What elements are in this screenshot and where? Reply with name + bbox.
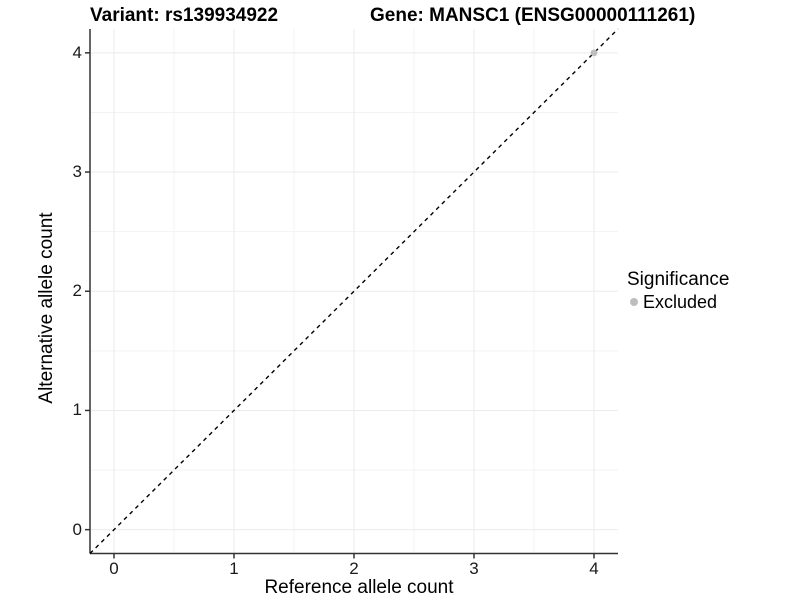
excluded-point-icon — [630, 298, 638, 306]
variant-title: Variant: rs139934922 — [90, 5, 279, 26]
x-tick-label: 1 — [229, 559, 239, 578]
y-tick-label: 1 — [72, 400, 82, 420]
gene-title: Gene: MANSC1 (ENSG00000111261) — [370, 5, 696, 26]
x-tick-label: 4 — [589, 559, 599, 578]
legend-title: Significance — [627, 269, 730, 290]
x-axis-title: Reference allele count — [264, 577, 454, 598]
x-tick-label: 2 — [349, 559, 359, 578]
x-tick-label: 3 — [469, 559, 479, 578]
legend: Significance Excluded — [627, 269, 729, 313]
y-tick-label: 2 — [72, 281, 82, 301]
x-tick-label: 0 — [109, 559, 119, 578]
y-tick-label: 4 — [72, 42, 82, 62]
y-tick-label: 3 — [72, 162, 82, 182]
legend-entry-label: Excluded — [643, 292, 718, 312]
data-point-excluded — [590, 49, 598, 57]
legend-entry-excluded: Excluded — [627, 291, 729, 313]
y-tick-label: 0 — [72, 519, 82, 539]
y-axis-title: Alternative allele count — [36, 212, 57, 404]
